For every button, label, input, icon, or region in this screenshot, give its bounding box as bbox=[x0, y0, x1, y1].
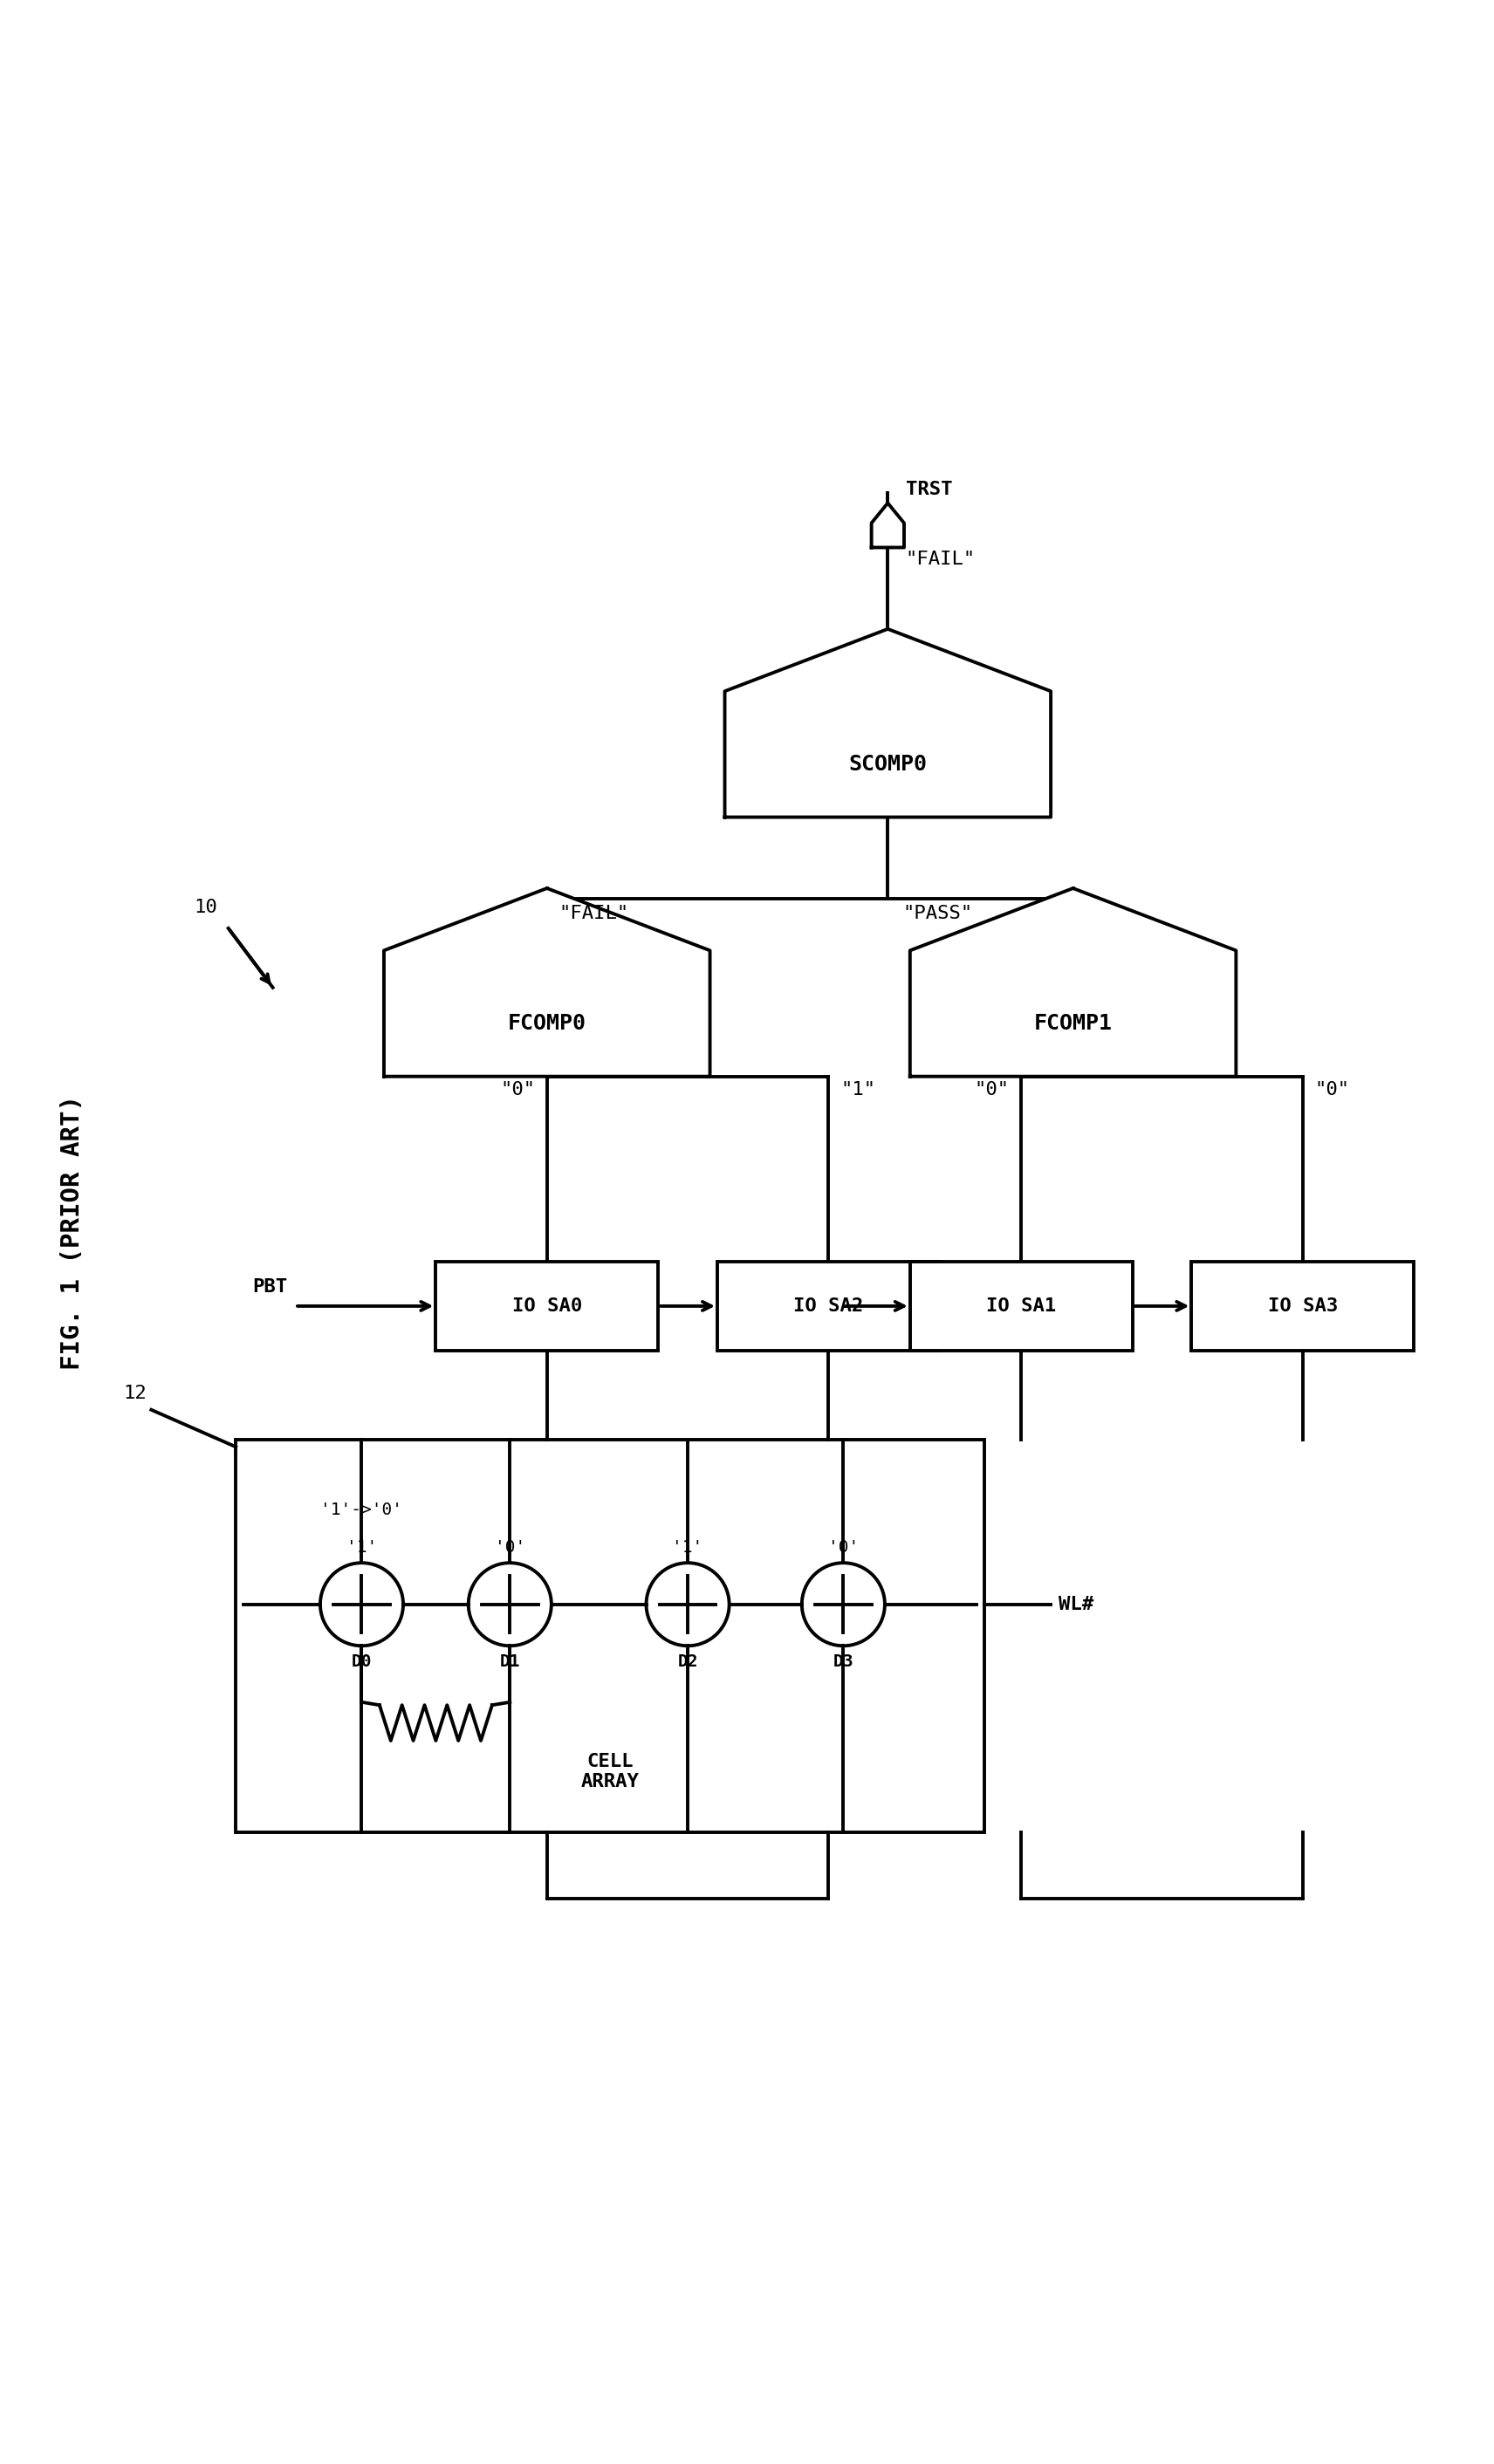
Text: D3: D3 bbox=[834, 1653, 853, 1671]
Bar bbox=[236, 1439, 985, 1833]
Bar bbox=[436, 1262, 657, 1350]
Text: '1'->'0': '1'->'0' bbox=[321, 1503, 403, 1518]
Text: '0': '0' bbox=[828, 1540, 859, 1555]
Text: 12: 12 bbox=[124, 1385, 146, 1402]
Text: "1": "1" bbox=[840, 1082, 875, 1099]
Text: FIG. 1 (PRIOR ART): FIG. 1 (PRIOR ART) bbox=[61, 1094, 85, 1370]
Text: '1': '1' bbox=[672, 1540, 704, 1555]
Text: "0": "0" bbox=[1315, 1082, 1349, 1099]
Polygon shape bbox=[384, 887, 710, 1077]
Text: "PASS": "PASS" bbox=[902, 904, 973, 922]
Text: IO SA2: IO SA2 bbox=[793, 1299, 864, 1316]
Text: FCOMP1: FCOMP1 bbox=[1034, 1013, 1113, 1035]
Text: WL#: WL# bbox=[1058, 1597, 1094, 1614]
Text: "FAIL": "FAIL" bbox=[905, 549, 976, 567]
Text: D1: D1 bbox=[499, 1653, 520, 1671]
Text: PBT: PBT bbox=[252, 1279, 288, 1296]
Text: FCOMP0: FCOMP0 bbox=[508, 1013, 586, 1035]
Text: IO SA3: IO SA3 bbox=[1268, 1299, 1337, 1316]
Text: 10: 10 bbox=[194, 899, 218, 917]
Text: SCOMP0: SCOMP0 bbox=[849, 754, 928, 774]
Text: '1': '1' bbox=[347, 1540, 376, 1555]
Text: D0: D0 bbox=[351, 1653, 372, 1671]
Text: D2: D2 bbox=[677, 1653, 698, 1671]
Text: TRST: TRST bbox=[905, 480, 952, 498]
Text: "0": "0" bbox=[974, 1082, 1010, 1099]
Text: CELL
ARRAY: CELL ARRAY bbox=[581, 1752, 639, 1791]
Text: IO SA0: IO SA0 bbox=[512, 1299, 583, 1316]
Bar bbox=[1192, 1262, 1413, 1350]
Polygon shape bbox=[910, 887, 1236, 1077]
Text: IO SA1: IO SA1 bbox=[986, 1299, 1056, 1316]
Bar bbox=[717, 1262, 940, 1350]
Text: "0": "0" bbox=[500, 1082, 535, 1099]
Text: '0': '0' bbox=[495, 1540, 526, 1555]
Polygon shape bbox=[871, 503, 904, 547]
Text: "FAIL": "FAIL" bbox=[559, 904, 629, 922]
Bar bbox=[910, 1262, 1132, 1350]
Polygon shape bbox=[725, 628, 1050, 818]
